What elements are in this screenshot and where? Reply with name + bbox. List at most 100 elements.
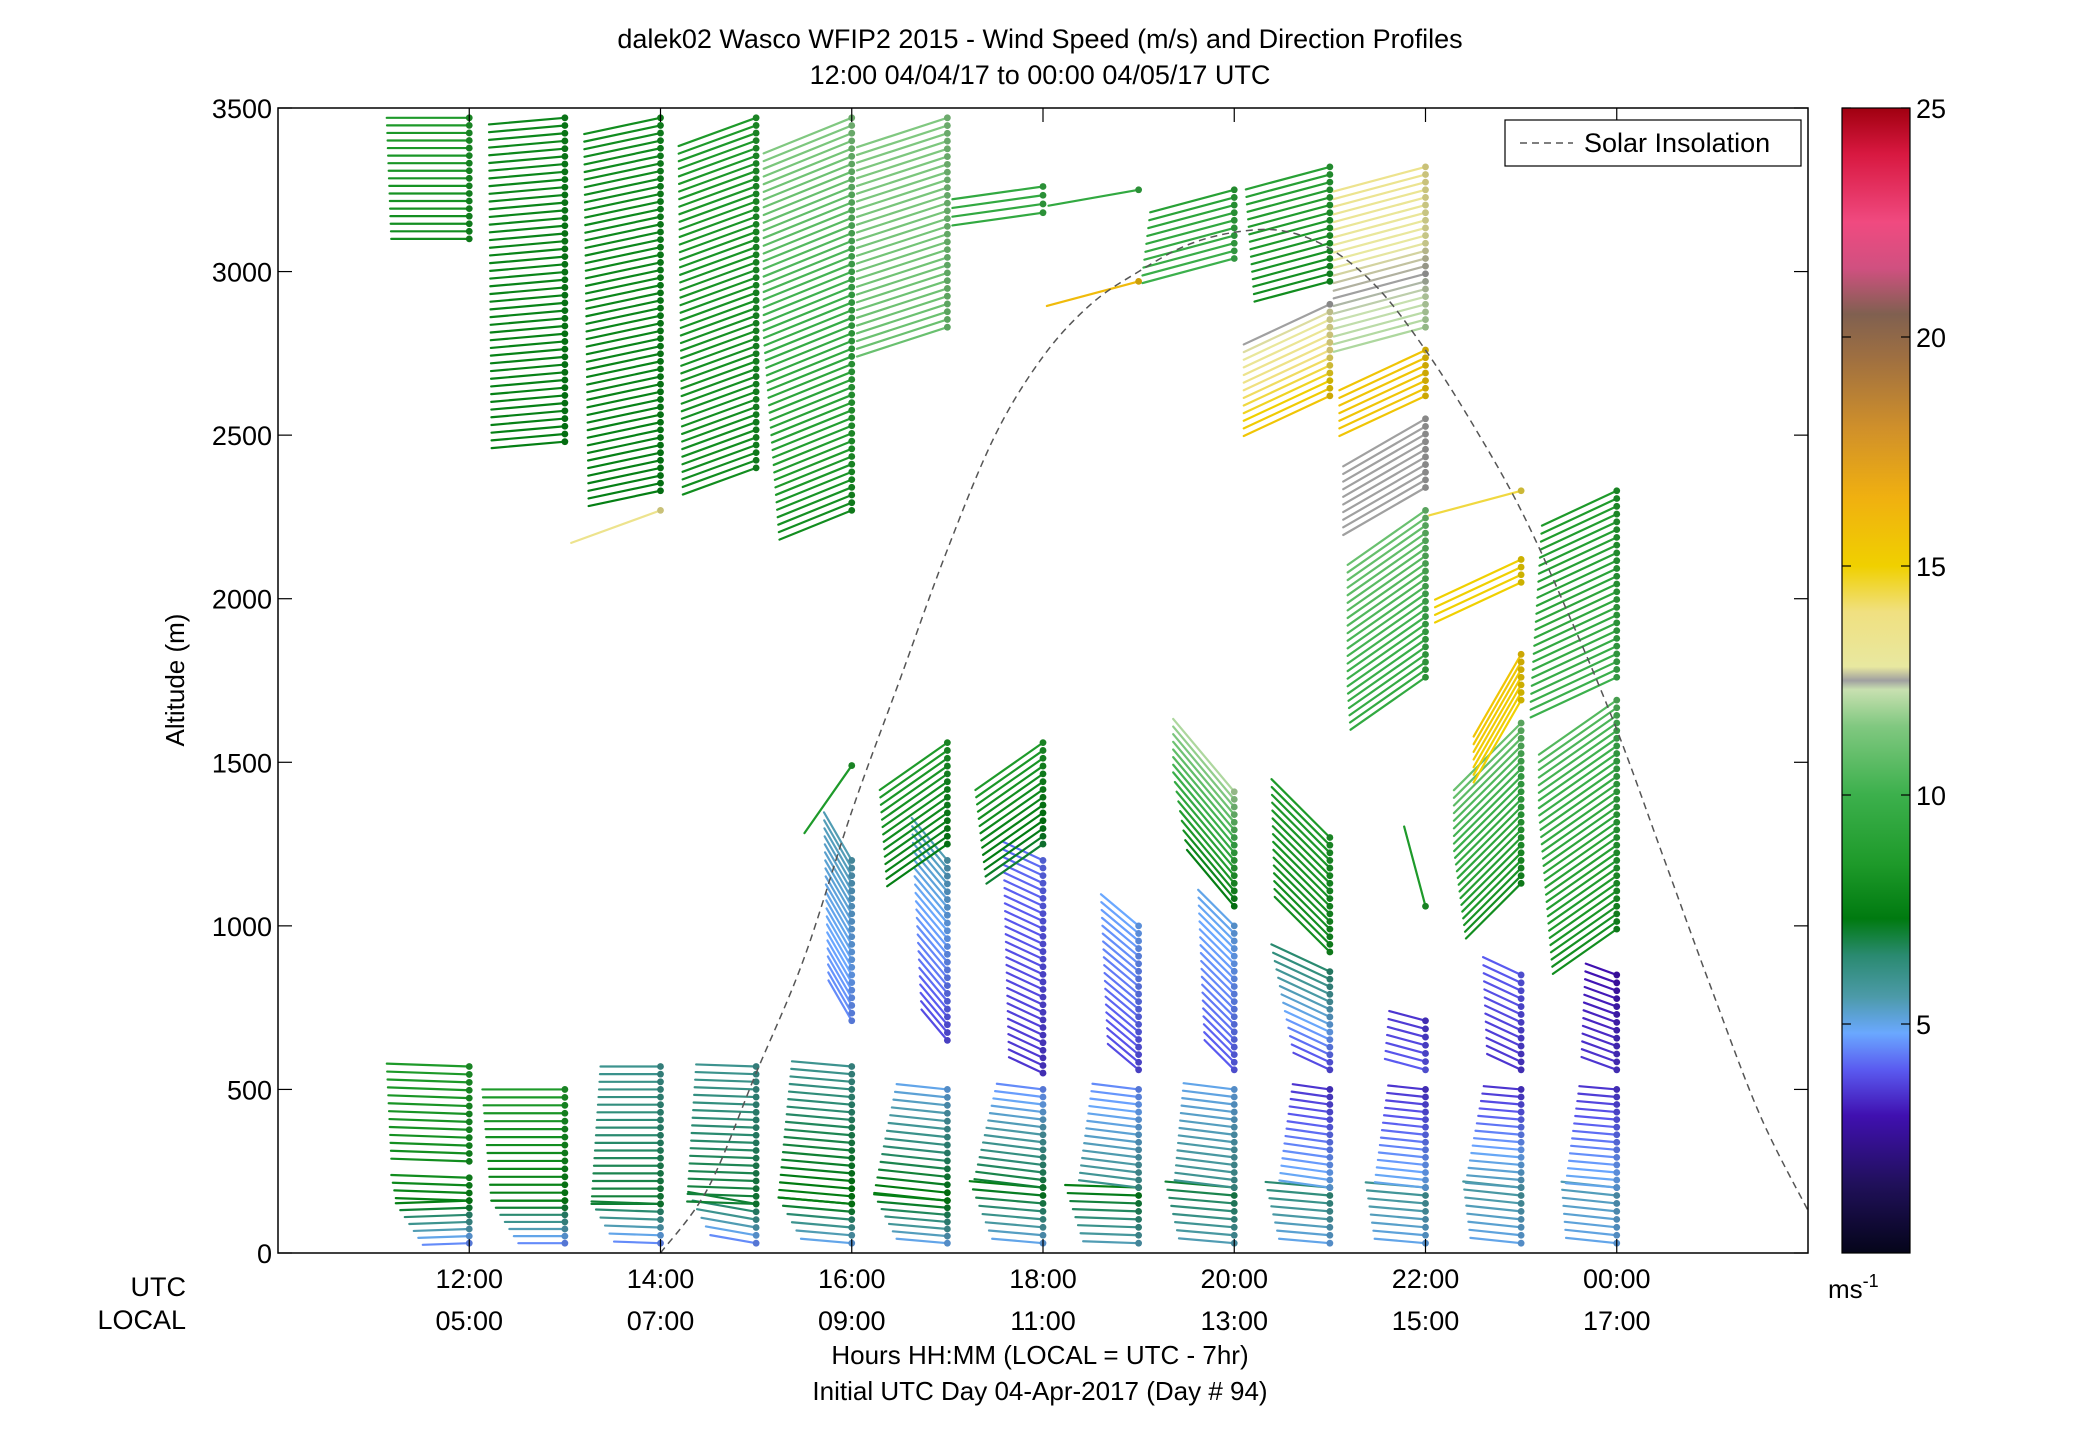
wind-barb-marker	[1326, 171, 1334, 178]
wind-barb	[780, 1166, 853, 1175]
wind-barb	[981, 1212, 1045, 1221]
wind-barb	[773, 447, 853, 481]
wind-barb-marker	[1230, 1020, 1238, 1028]
wind-barb	[1332, 310, 1427, 338]
wind-barb	[1582, 1016, 1618, 1032]
wind-barb	[1101, 924, 1140, 958]
wind-barb	[1182, 829, 1236, 893]
wind-barb	[1271, 833, 1331, 893]
wind-barb	[1478, 1107, 1523, 1114]
wind-barb-marker	[1422, 1101, 1429, 1108]
wind-barb-marker	[1326, 194, 1334, 201]
wind-barb	[1529, 660, 1618, 703]
wind-barb	[1580, 1055, 1618, 1071]
wind-barb-marker	[561, 276, 569, 284]
wind-barb-marker	[848, 1216, 856, 1224]
wind-barb	[386, 1070, 471, 1076]
wind-barb	[1199, 951, 1236, 988]
wind-barb	[1332, 211, 1427, 239]
wind-barb	[688, 1162, 758, 1167]
y-tick-label: 3500	[212, 94, 272, 124]
wind-barb-marker	[657, 129, 664, 137]
x-tick-label-utc: 16:00	[818, 1264, 886, 1294]
wind-barb	[1174, 1164, 1236, 1174]
wind-barb	[681, 443, 758, 473]
wind-barb	[1148, 196, 1236, 222]
wind-barb-marker	[1422, 262, 1429, 270]
wind-barb-marker	[1135, 1161, 1143, 1169]
wind-barb-marker	[1326, 232, 1334, 239]
wind-barb-marker	[1039, 1123, 1047, 1131]
wind-barb-marker	[848, 337, 856, 345]
wind-barb-marker	[1230, 811, 1238, 819]
wind-barb	[1007, 1025, 1045, 1044]
wind-barb-marker	[1135, 1005, 1143, 1013]
wind-barb	[1433, 558, 1523, 601]
wind-barb	[488, 247, 566, 257]
wind-barb-marker	[1422, 1093, 1429, 1101]
wind-barb	[919, 983, 949, 1018]
wind-barb	[1346, 623, 1427, 680]
wind-barb	[1145, 219, 1236, 245]
wind-barb	[587, 451, 662, 470]
wind-barb	[1346, 524, 1427, 582]
wind-barb-marker	[1517, 1169, 1525, 1176]
wind-barb-marker	[752, 1231, 760, 1239]
wind-barb-marker	[943, 982, 951, 989]
wind-barb	[1100, 916, 1140, 950]
wind-barb-marker	[1613, 711, 1621, 719]
wind-barb-marker	[561, 1211, 569, 1219]
wind-barb	[886, 842, 949, 888]
wind-barb-marker	[1135, 1013, 1143, 1021]
wind-barb-marker	[1039, 762, 1047, 770]
wind-barb-marker	[465, 1189, 473, 1197]
wind-barb-marker	[465, 1225, 473, 1233]
wind-barb-marker	[1135, 1146, 1143, 1154]
wind-barb-marker	[657, 1108, 664, 1116]
wind-barb	[985, 1126, 1045, 1136]
wind-barb-marker	[1517, 811, 1525, 819]
wind-barb	[679, 299, 758, 329]
wind-barb-marker	[1230, 1169, 1238, 1176]
wind-barb-marker	[1326, 369, 1334, 377]
wind-barb-marker	[465, 190, 473, 197]
wind-barb-marker	[1517, 1200, 1525, 1207]
wind-barb	[1469, 1236, 1523, 1245]
wind-barb-marker	[1517, 556, 1525, 563]
wind-barb	[987, 1119, 1045, 1129]
wind-barb	[1549, 905, 1618, 954]
wind-barb	[1102, 940, 1140, 973]
wind-barb-marker	[1039, 1223, 1047, 1231]
wind-barb-marker	[657, 236, 664, 243]
wind-barb	[985, 842, 1045, 885]
wind-barb	[975, 749, 1045, 799]
wind-barb-marker	[561, 422, 569, 430]
wind-barb	[1290, 1043, 1331, 1064]
wind-barb	[826, 955, 853, 999]
wind-barb	[584, 192, 662, 212]
wind-barb	[412, 1227, 471, 1233]
wind-barb-marker	[752, 1124, 760, 1131]
wind-barb	[1270, 785, 1331, 847]
wind-barb	[1539, 512, 1618, 551]
wind-barb-marker	[848, 214, 856, 222]
wind-barb-marker	[1135, 1116, 1143, 1124]
wind-barb-marker	[657, 456, 664, 464]
wind-barb-marker	[465, 159, 473, 167]
wind-barb-marker	[1230, 1153, 1238, 1161]
wind-barb-marker	[848, 857, 856, 864]
wind-barb-marker	[657, 137, 664, 145]
y-tick-label: 1500	[212, 748, 272, 778]
wind-barb	[1141, 257, 1236, 285]
wind-barb-marker	[1326, 918, 1334, 925]
wind-barb-marker	[848, 1101, 856, 1109]
wind-barb	[1332, 203, 1427, 231]
wind-barb	[585, 322, 662, 341]
wind-barb-marker	[657, 167, 664, 175]
wind-barb-marker	[1517, 879, 1525, 887]
wind-barb	[855, 217, 949, 250]
wind-barb	[585, 360, 662, 379]
wind-barb-marker	[1039, 1131, 1047, 1139]
wind-barb-marker	[1613, 634, 1621, 642]
